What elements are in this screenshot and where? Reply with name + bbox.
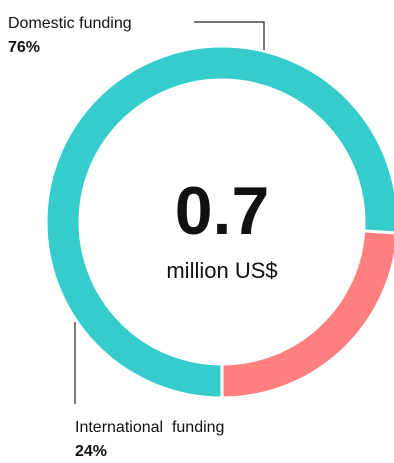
domestic-label: Domestic funding: [8, 15, 132, 32]
domestic-leader-line: [194, 21, 265, 50]
center-unit: million US$: [166, 258, 277, 283]
center-value: 0.7: [175, 173, 270, 249]
slice-international: [220, 229, 394, 400]
domestic-percent: 76%: [8, 39, 40, 56]
international-percent: 24%: [75, 443, 107, 460]
donut-slices: [44, 44, 394, 400]
international-label: International funding: [75, 419, 224, 436]
slice-domestic: [44, 44, 394, 400]
